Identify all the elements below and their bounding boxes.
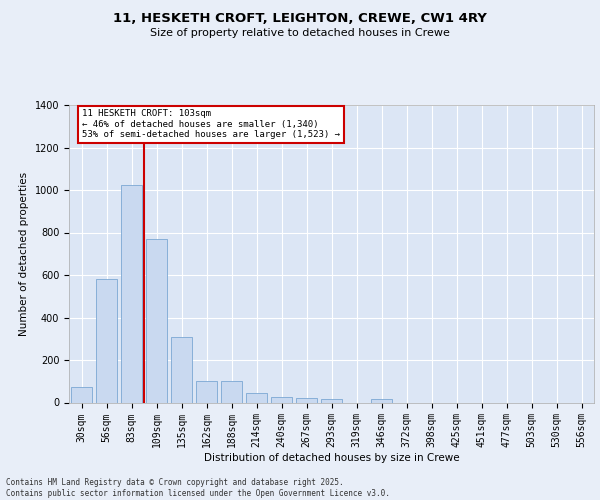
Bar bbox=[371, 398, 392, 402]
Bar bbox=[221, 381, 242, 402]
Text: 11 HESKETH CROFT: 103sqm
← 46% of detached houses are smaller (1,340)
53% of sem: 11 HESKETH CROFT: 103sqm ← 46% of detach… bbox=[82, 110, 340, 139]
Bar bbox=[321, 400, 342, 402]
Bar bbox=[271, 397, 292, 402]
X-axis label: Distribution of detached houses by size in Crewe: Distribution of detached houses by size … bbox=[203, 453, 460, 463]
Y-axis label: Number of detached properties: Number of detached properties bbox=[19, 172, 29, 336]
Bar bbox=[146, 239, 167, 402]
Bar bbox=[196, 381, 217, 402]
Text: Size of property relative to detached houses in Crewe: Size of property relative to detached ho… bbox=[150, 28, 450, 38]
Text: 11, HESKETH CROFT, LEIGHTON, CREWE, CW1 4RY: 11, HESKETH CROFT, LEIGHTON, CREWE, CW1 … bbox=[113, 12, 487, 26]
Bar bbox=[96, 279, 117, 402]
Bar bbox=[246, 393, 267, 402]
Bar bbox=[171, 336, 192, 402]
Bar bbox=[296, 398, 317, 402]
Bar bbox=[71, 386, 92, 402]
Bar bbox=[121, 184, 142, 402]
Text: Contains HM Land Registry data © Crown copyright and database right 2025.
Contai: Contains HM Land Registry data © Crown c… bbox=[6, 478, 390, 498]
